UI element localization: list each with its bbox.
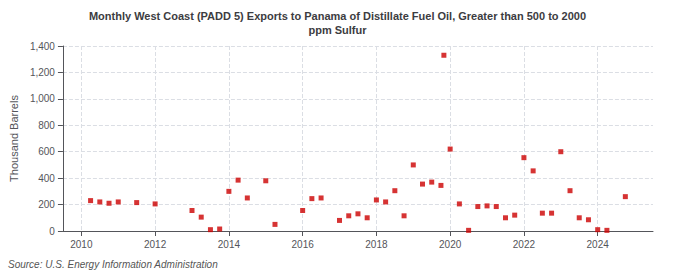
svg-text:2010: 2010 xyxy=(70,239,93,250)
svg-text:1,400: 1,400 xyxy=(30,41,55,52)
svg-text:2016: 2016 xyxy=(292,239,315,250)
svg-text:2018: 2018 xyxy=(365,239,388,250)
svg-text:800: 800 xyxy=(38,120,55,131)
svg-text:0: 0 xyxy=(49,226,55,237)
svg-text:2024: 2024 xyxy=(587,239,610,250)
svg-text:ppm Sulfur: ppm Sulfur xyxy=(308,24,367,36)
svg-text:2022: 2022 xyxy=(513,239,536,250)
svg-text:Monthly West Coast (PADD 5) Ex: Monthly West Coast (PADD 5) Exports to P… xyxy=(89,10,586,22)
svg-text:2012: 2012 xyxy=(144,239,167,250)
svg-text:2014: 2014 xyxy=(218,239,241,250)
svg-text:1,000: 1,000 xyxy=(30,93,55,104)
svg-text:400: 400 xyxy=(38,173,55,184)
svg-text:Thousand Barrels: Thousand Barrels xyxy=(8,95,20,182)
svg-text:Source: U.S. Energy Informatio: Source: U.S. Energy Information Administ… xyxy=(8,259,218,270)
svg-text:600: 600 xyxy=(38,146,55,157)
svg-text:200: 200 xyxy=(38,199,55,210)
svg-text:1,200: 1,200 xyxy=(30,67,55,78)
svg-text:2020: 2020 xyxy=(439,239,462,250)
